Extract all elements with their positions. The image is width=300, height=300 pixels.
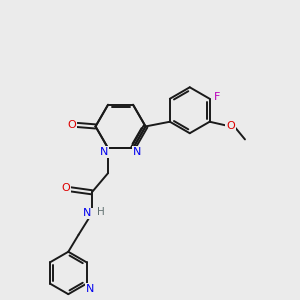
Text: N: N [85, 284, 94, 294]
Text: N: N [83, 208, 92, 218]
Text: F: F [214, 92, 220, 102]
Text: O: O [67, 120, 76, 130]
Text: N: N [133, 147, 142, 157]
Text: O: O [226, 121, 235, 131]
Text: O: O [61, 183, 70, 193]
Text: N: N [99, 147, 108, 157]
Text: H: H [98, 207, 105, 217]
